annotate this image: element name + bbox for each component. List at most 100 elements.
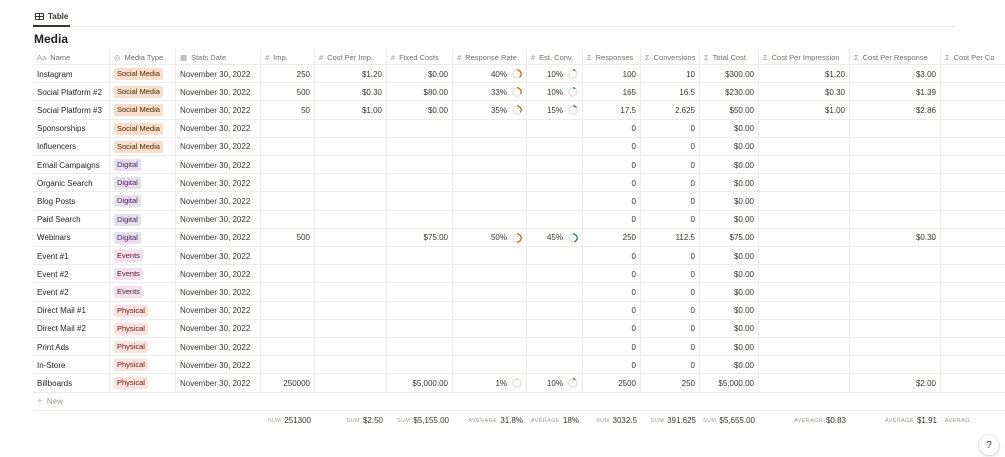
column-header-total-cost[interactable]: Σ Total Cost [700,49,759,65]
table-row[interactable]: Direct Mail #2 Physical November 30, 2022 0… [33,319,1005,338]
cell-stats-date[interactable]: November 30, 2022 [176,338,261,357]
table-row[interactable]: Event #2 Events November 30, 2022 0 0 $0.00 [33,265,1005,284]
summary-fixed-costs[interactable]: SUM $5,155.00 [387,412,453,430]
cell-cost-per-imp[interactable] [315,137,387,156]
cell-cost-per-conversion[interactable] [941,192,1005,210]
cell-cost-per-conversion[interactable] [941,265,1005,283]
cell-responses[interactable]: 17.5 [583,101,641,120]
cell-cost-per-imp[interactable] [315,374,387,393]
cell-cost-per-conversion[interactable] [941,338,1005,356]
summary-cost-per-imp[interactable]: SUM $2.50 [315,412,387,430]
summary-cost-per-conversion[interactable]: AVERAG [941,412,1005,430]
cell-conversions[interactable]: 0 [641,356,700,375]
cell-cost-per-conversion[interactable] [941,229,1005,247]
column-header-est-conv[interactable]: # Est. Conv. [527,49,583,65]
cell-cost-per-conversion[interactable] [941,65,1005,83]
cell-media-type[interactable]: Digital [110,210,176,229]
cell-cost-per-impression[interactable]: $1.00 [759,101,850,120]
column-header-cost-per-conversion[interactable]: Σ Cost Per Co [941,49,1005,65]
cell-fixed-costs[interactable] [387,156,453,175]
cell-name[interactable]: Sponsorships [33,119,110,138]
cell-total-cost[interactable]: $5,000.00 [700,374,759,393]
cell-media-type[interactable]: Events [110,247,176,266]
cell-impressions[interactable] [261,301,315,320]
cell-media-type[interactable]: Events [110,283,176,302]
cell-est-conv[interactable] [527,192,583,211]
cell-fixed-costs[interactable]: $0.00 [387,65,453,84]
cell-response-rate[interactable] [453,356,527,375]
cell-est-conv[interactable] [527,247,583,266]
cell-media-type[interactable]: Physical [110,301,176,320]
cell-stats-date[interactable]: November 30, 2022 [176,119,261,138]
cell-responses[interactable]: 165 [583,83,641,102]
cell-total-cost[interactable]: $75.00 [700,228,759,247]
cell-conversions[interactable]: 16.5 [641,83,700,102]
cell-fixed-costs[interactable]: $80.00 [387,83,453,102]
cell-impressions[interactable] [261,283,315,302]
cell-cost-per-response[interactable]: $2.86 [850,101,941,120]
column-header-cost-per-impression[interactable]: Σ Cost Per Impression [759,49,850,65]
column-header-fixed-costs[interactable]: # Fixed Costs [387,49,453,65]
cell-cost-per-impression[interactable] [759,247,850,266]
cell-impressions[interactable] [261,192,315,211]
cell-stats-date[interactable]: November 30, 2022 [176,301,261,320]
cell-est-conv[interactable]: 10% [527,65,583,84]
cell-name[interactable]: Organic Search [33,174,110,193]
cell-est-conv[interactable] [527,338,583,357]
cell-est-conv[interactable] [527,137,583,156]
cell-total-cost[interactable]: $0.00 [700,265,759,284]
cell-media-type[interactable]: Social Media [110,101,176,120]
cell-conversions[interactable]: 0 [641,338,700,357]
cell-total-cost[interactable]: $0.00 [700,247,759,266]
cell-conversions[interactable]: 250 [641,374,700,393]
cell-responses[interactable]: 0 [583,137,641,156]
table-row[interactable]: Webinars Digital November 30, 2022 500 $75.0… [33,228,1005,247]
cell-cost-per-impression[interactable] [759,283,850,302]
cell-response-rate[interactable] [453,265,527,284]
cell-response-rate[interactable] [453,338,527,357]
new-row-button[interactable]: + New [33,393,1005,411]
cell-response-rate[interactable] [453,119,527,138]
cell-media-type[interactable]: Social Media [110,83,176,102]
cell-media-type[interactable]: Digital [110,174,176,193]
cell-est-conv[interactable]: 10% [527,374,583,393]
cell-cost-per-imp[interactable] [315,356,387,375]
cell-response-rate[interactable]: 35% [453,101,527,120]
cell-cost-per-response[interactable]: $3.00 [850,65,941,84]
column-header-conversions[interactable]: Σ Conversions [641,49,700,65]
cell-cost-per-response[interactable] [850,137,941,156]
cell-cost-per-imp[interactable] [315,247,387,266]
summary-cost-per-impression[interactable]: AVERAGE $0.83 [759,412,850,430]
cell-responses[interactable]: 0 [583,174,641,193]
cell-cost-per-impression[interactable] [759,338,850,357]
cell-cost-per-imp[interactable] [315,301,387,320]
cell-cost-per-response[interactable]: $2.00 [850,374,941,393]
cell-impressions[interactable] [261,265,315,284]
cell-impressions[interactable]: 500 [261,83,315,102]
cell-est-conv[interactable] [527,210,583,229]
cell-cost-per-conversion[interactable] [941,156,1005,174]
table-row[interactable]: Influencers Social Media November 30, 2022… [33,137,1005,156]
cell-cost-per-response[interactable] [850,265,941,284]
cell-responses[interactable]: 0 [583,265,641,284]
cell-responses[interactable]: 0 [583,192,641,211]
cell-cost-per-impression[interactable] [759,174,850,193]
cell-conversions[interactable]: 2.625 [641,101,700,120]
cell-impressions[interactable]: 250000 [261,374,315,393]
cell-cost-per-imp[interactable] [315,265,387,284]
table-row[interactable]: Billboards Physical November 30, 2022 25000… [33,374,1005,393]
cell-cost-per-response[interactable] [850,210,941,229]
cell-total-cost[interactable]: $0.00 [700,174,759,193]
cell-cost-per-conversion[interactable] [941,247,1005,265]
table-row[interactable]: Event #2 Events November 30, 2022 0 0 $0.00 [33,283,1005,302]
cell-cost-per-impression[interactable]: $0.30 [759,83,850,102]
cell-cost-per-response[interactable] [850,119,941,138]
cell-cost-per-response[interactable] [850,338,941,357]
cell-fixed-costs[interactable] [387,319,453,338]
cell-total-cost[interactable]: $0.00 [700,119,759,138]
column-header-stats-date[interactable]: ▦ Stats Date [176,49,261,65]
cell-total-cost[interactable]: $0.00 [700,301,759,320]
cell-responses[interactable]: 0 [583,119,641,138]
cell-fixed-costs[interactable] [387,119,453,138]
cell-cost-per-conversion[interactable] [941,120,1005,138]
